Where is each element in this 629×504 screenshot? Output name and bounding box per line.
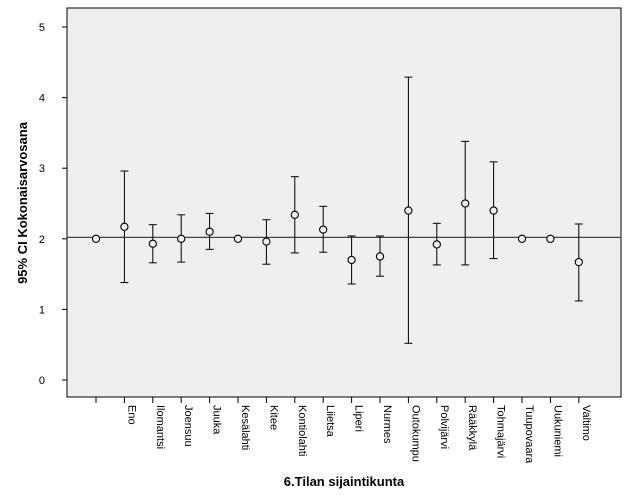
mean-point: [148, 239, 157, 248]
x-tick-label: Outokumpu: [409, 405, 421, 462]
x-tick-label: Nurmes: [381, 405, 393, 444]
x-tick-label: Ilomantsi: [154, 405, 166, 449]
mean-point: [404, 206, 413, 215]
x-tick-label: Rääkkylä: [466, 405, 478, 451]
mean-point: [489, 206, 498, 215]
y-tick-label: 0: [39, 375, 45, 387]
x-tick-label: Tohmajärvi: [495, 405, 507, 458]
mean-point: [233, 234, 243, 243]
x-tick-label: Kontiolahti: [296, 405, 308, 456]
mean-point: [375, 252, 385, 261]
y-axis: 0 1 2 3 4 5: [39, 22, 67, 387]
y-tick-label: 3: [39, 163, 45, 175]
mean-point: [546, 234, 555, 243]
x-axis: Eno Ilomantsi Joensuu Juuka Kesälahti Kitee Ko…: [95, 397, 592, 464]
mean-point: [347, 255, 356, 265]
mean-point: [177, 234, 186, 243]
y-tick-label: 4: [39, 93, 45, 105]
mean-point: [120, 222, 129, 231]
mean-point: [262, 237, 271, 246]
mean-point: [432, 240, 441, 249]
y-tick-label: 5: [39, 22, 45, 34]
x-tick-label: Juuka: [211, 405, 223, 435]
x-tick-label: Valtimo: [580, 405, 592, 441]
mean-point: [319, 225, 328, 234]
x-tick-label: Eno: [125, 405, 137, 425]
y-tick-label: 1: [39, 304, 45, 316]
mean-point: [91, 234, 101, 243]
mean-point: [574, 257, 583, 267]
x-tick-label: Kitee: [267, 405, 279, 430]
mean-point: [517, 234, 527, 243]
mean-point: [205, 227, 214, 236]
x-axis-title: 6.Tilan sijaintikunta: [284, 474, 405, 489]
plot-area: [66, 7, 622, 398]
x-tick-label: Tuupovaara: [523, 405, 535, 464]
y-axis-title: 95% CI Kokonaisarvosana: [15, 121, 30, 284]
y-tick-label: 2: [39, 234, 45, 246]
mean-point: [290, 210, 299, 219]
x-tick-label: Joensuu: [182, 405, 194, 447]
x-tick-label: Liietsa: [324, 405, 336, 438]
data-marks: [91, 76, 583, 344]
mean-point: [461, 199, 470, 208]
x-tick-label: Liperi: [353, 405, 365, 432]
x-tick-label: Kesälahti: [239, 405, 251, 450]
x-tick-label: Polvijärvi: [438, 405, 450, 449]
x-tick-label: Uukuniemi: [551, 405, 563, 457]
